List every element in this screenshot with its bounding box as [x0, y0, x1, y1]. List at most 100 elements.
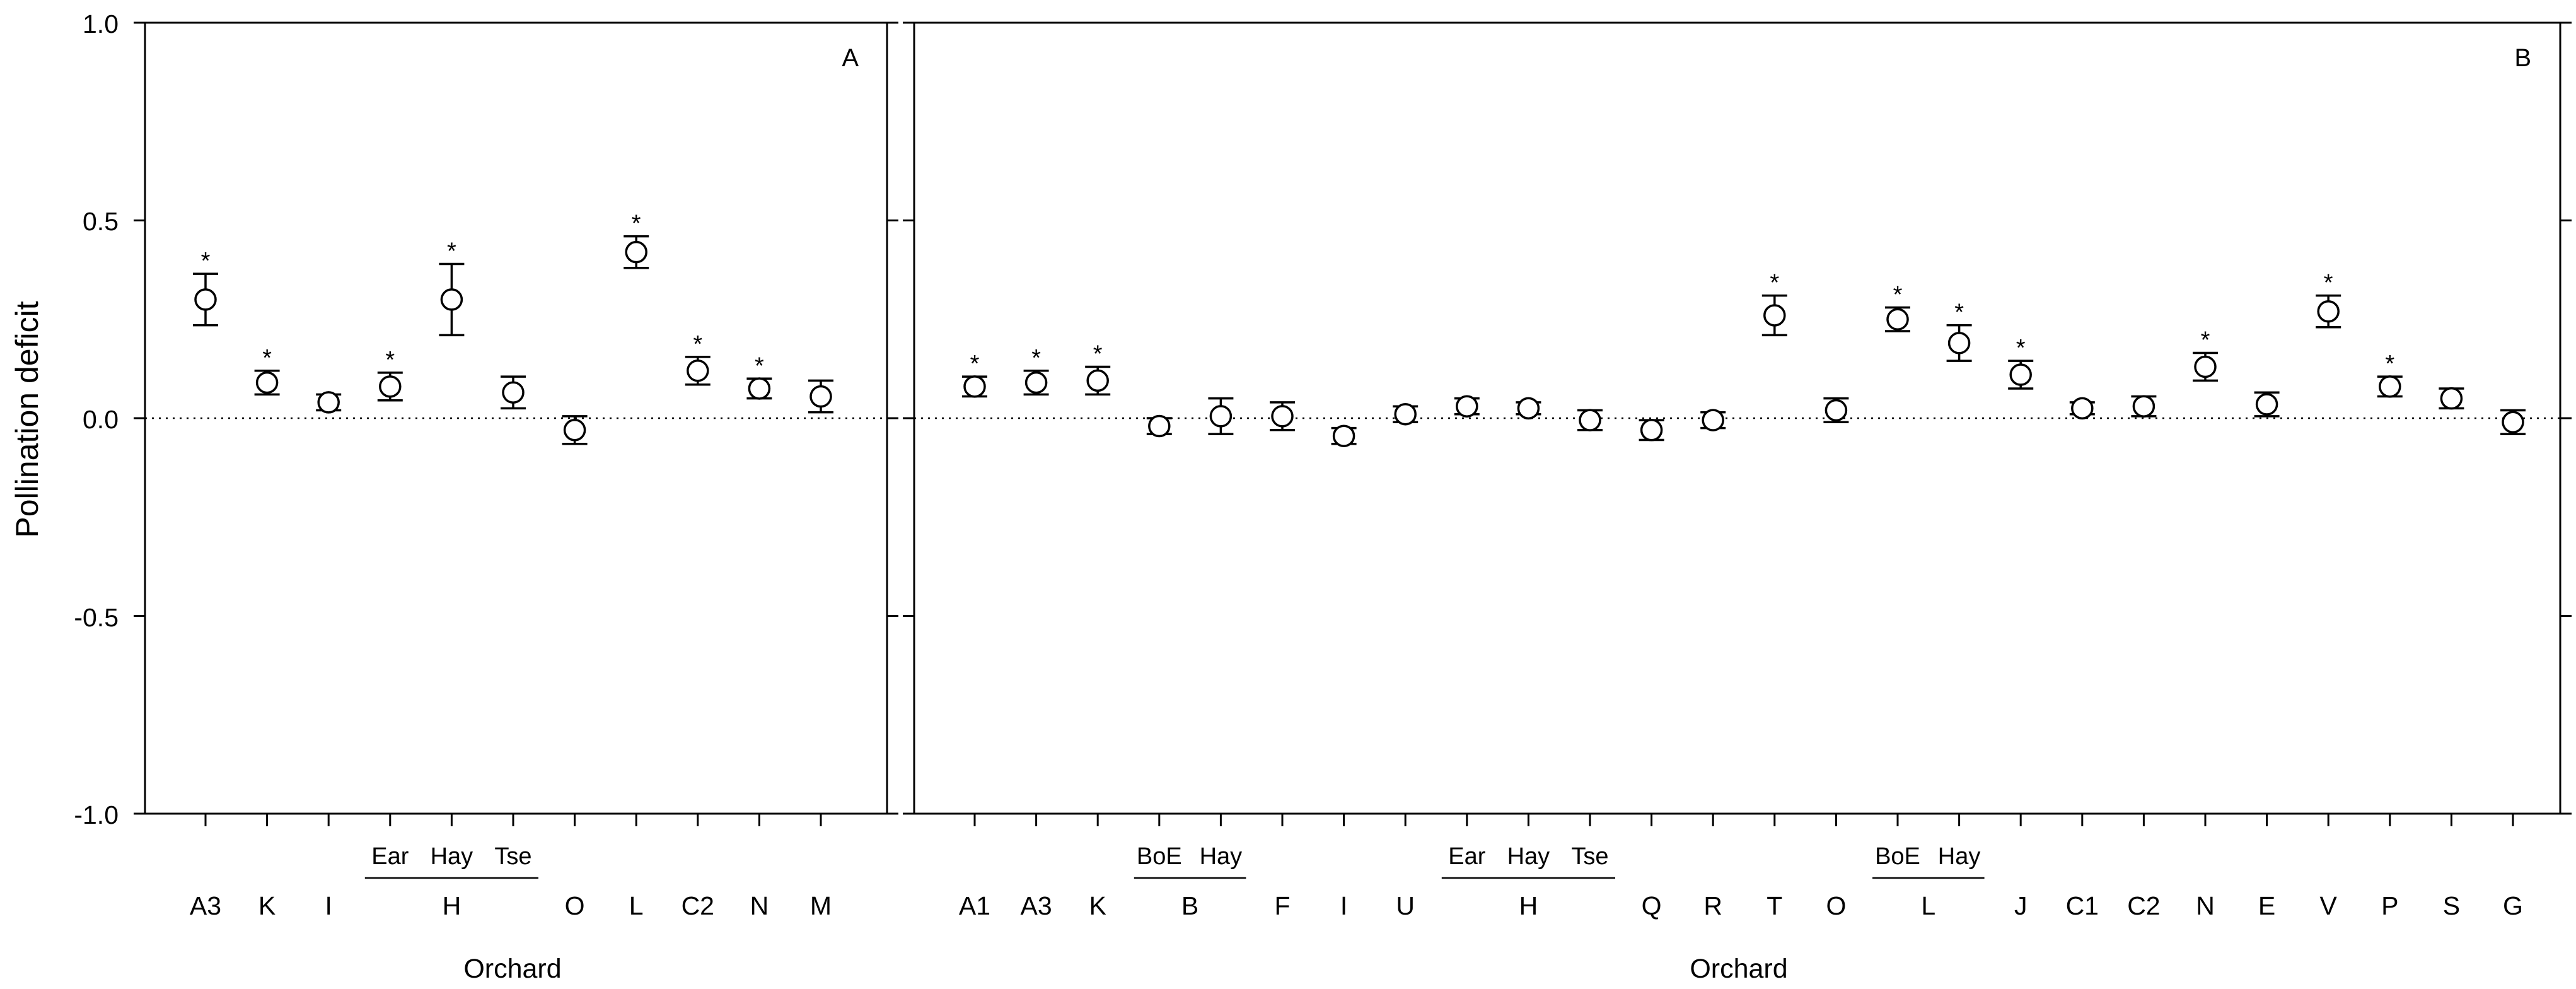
a-category-label: K [258, 891, 276, 920]
b-data-point [1517, 397, 1540, 420]
a-significance-star: * [385, 347, 395, 373]
b-category-label: N [2196, 891, 2215, 920]
b-category-label: L [1921, 891, 1935, 920]
b-subcategory-label: Hay [1200, 843, 1243, 870]
a-subcategory-label: Tse [494, 843, 531, 870]
a-subcategory-label: Hay [431, 843, 473, 870]
b-data-point [2071, 397, 2094, 420]
b-data-point [2440, 387, 2463, 410]
b-subcategory-label: BoE [1875, 843, 1920, 870]
a-category-label: L [629, 891, 644, 920]
a-category-label: A3 [190, 891, 221, 920]
b-data-point [1271, 405, 1294, 428]
b-data-point [1579, 409, 1601, 431]
y-tick-label: -0.5 [74, 603, 119, 632]
b-category-label: P [2381, 891, 2398, 920]
b-category-label: U [1396, 891, 1415, 920]
b-data-point [2255, 393, 2278, 416]
y-tick-labels: 1.0 0.5 0.0 -0.5 -1.0 [74, 9, 119, 829]
b-subcategory-label: Hay [1938, 843, 1981, 870]
b-significance-star: * [2324, 270, 2333, 296]
b-data-point [963, 375, 986, 398]
b-significance-star: * [2016, 335, 2026, 361]
b-category-label: R [1703, 891, 1722, 920]
a-significance-star: * [262, 345, 272, 372]
a-significance-star: * [755, 353, 764, 379]
b-category-label: C2 [2127, 891, 2160, 920]
b-data-point [2009, 363, 2032, 386]
b-category-label: T [1767, 891, 1782, 920]
a-significance-star: * [201, 248, 211, 274]
b-data-point [1148, 414, 1171, 438]
b-subcategory-label: Hay [1507, 843, 1550, 870]
b-category-label: I [1340, 891, 1347, 920]
b-subcategory-label: BoE [1137, 843, 1182, 870]
a-data-point [563, 419, 586, 442]
b-significance-star: * [2385, 351, 2394, 377]
b-significance-star: * [2201, 327, 2210, 354]
a-data-point [748, 377, 771, 400]
panel-a: A Orchard * * * * * * * Ear Hay Tse A3 K I H O L C2 N M [134, 21, 898, 984]
b-category-label: Q [1642, 891, 1662, 920]
a-significance-star: * [693, 331, 702, 358]
b-significance-star: * [1954, 300, 1964, 326]
b-significance-star: * [970, 351, 980, 377]
b-category-label: H [1519, 891, 1538, 920]
a-category-label: O [565, 891, 585, 920]
a-data-point [440, 288, 463, 311]
b-category-label: O [1826, 891, 1846, 920]
a-data-point [809, 385, 832, 408]
b-category-label: J [2014, 891, 2028, 920]
y-tick-label: 1.0 [83, 9, 119, 38]
panel-a-label: A [842, 44, 859, 72]
b-data-point [2194, 355, 2217, 378]
b-significance-star: * [1031, 345, 1041, 372]
panel-b: B Orchard * * * * * * * * * * BoE Hay Ear Hay Tse BoE Ha… [903, 21, 2572, 984]
b-category-label: G [2503, 891, 2523, 920]
a-data-point [502, 381, 525, 404]
a-data-point [255, 371, 279, 394]
y-tick-label: -1.0 [74, 800, 119, 829]
b-category-label: E [2258, 891, 2275, 920]
b-category-label: C1 [2066, 891, 2099, 920]
b-data-point [1086, 369, 1109, 392]
y-tick-label: 0.5 [83, 207, 119, 236]
b-data-point [1456, 395, 1478, 418]
b-data-point [1702, 409, 1724, 431]
b-data-point [2132, 395, 2155, 418]
y-axis-label: Pollination deficit [9, 301, 45, 537]
a-category-label: I [325, 891, 332, 920]
a-category-label: H [443, 891, 461, 920]
a-category-label: N [750, 891, 769, 920]
b-data-point [2317, 300, 2340, 323]
panel-a-x-axis-label: Orchard [463, 954, 561, 984]
panel-b-x-axis-label: Orchard [1690, 954, 1787, 984]
a-category-label: C2 [682, 891, 714, 920]
b-category-label: S [2443, 891, 2460, 920]
b-data-point [1332, 424, 1355, 447]
a-category-label: M [810, 891, 832, 920]
b-data-point [1886, 308, 1909, 331]
b-data-point [1763, 304, 1786, 327]
a-significance-star: * [632, 211, 641, 237]
b-category-label: V [2320, 891, 2338, 920]
b-data-point [1024, 371, 1048, 394]
b-data-point [1947, 332, 1971, 354]
a-data-point [194, 288, 217, 311]
b-significance-star: * [1093, 341, 1103, 367]
b-category-label: A1 [959, 891, 990, 920]
b-category-label: A3 [1021, 891, 1052, 920]
y-tick-label: 0.0 [83, 405, 119, 434]
b-data-point [1825, 399, 1848, 422]
b-significance-star: * [1770, 270, 1779, 296]
panel-b-label: B [2514, 44, 2531, 72]
a-data-point [625, 240, 647, 264]
b-data-point [2502, 411, 2524, 434]
a-significance-star: * [447, 238, 456, 264]
b-subcategory-label: Tse [1571, 843, 1608, 870]
b-data-point [1209, 405, 1233, 428]
a-data-point [317, 391, 340, 414]
b-data-point [1640, 419, 1663, 442]
b-data-point [1394, 402, 1417, 426]
